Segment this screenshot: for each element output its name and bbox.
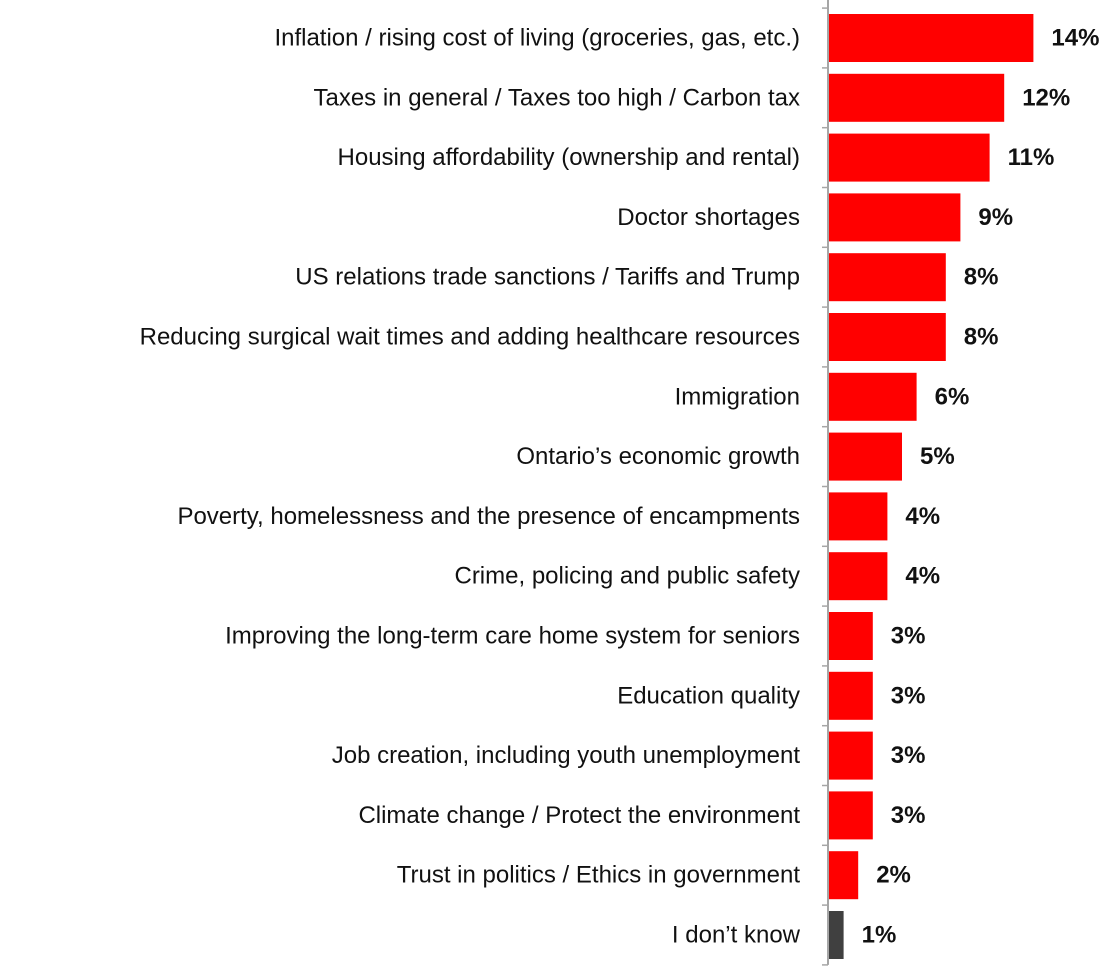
- value-labels: 14% 12% 11% 9% 8% 8% 6% 5% 4% 4% 3% 3% 3% 3% 2% 1%: [862, 25, 1100, 949]
- bar-1: [829, 73, 1005, 122]
- value-label-3: 9%: [978, 204, 1013, 231]
- axis-layer: [822, 0, 829, 966]
- bar-9: [829, 552, 888, 601]
- category-labels: Inflation / rising cost of living (groce…: [140, 25, 801, 949]
- bar-2: [829, 133, 990, 182]
- bar-7: [829, 432, 902, 481]
- category-label-0: Inflation / rising cost of living (groce…: [274, 25, 800, 52]
- category-label-13: Climate change / Protect the environment: [358, 802, 800, 829]
- bars-layer: [829, 14, 1034, 959]
- category-label-9: Crime, policing and public safety: [454, 563, 800, 590]
- category-label-8: Poverty, homelessness and the presence o…: [177, 503, 800, 530]
- value-label-15: 1%: [862, 922, 897, 949]
- value-label-6: 6%: [935, 383, 970, 410]
- value-label-8: 4%: [905, 503, 940, 530]
- bar-5: [829, 313, 946, 361]
- category-label-7: Ontario’s economic growth: [516, 443, 800, 470]
- category-label-12: Job creation, including youth unemployme…: [332, 742, 801, 769]
- category-label-2: Housing affordability (ownership and ren…: [338, 144, 800, 171]
- value-label-14: 2%: [876, 862, 911, 889]
- value-label-13: 3%: [891, 802, 926, 829]
- category-label-4: US relations trade sanctions / Tariffs a…: [295, 264, 800, 291]
- bar-0: [829, 14, 1034, 62]
- value-label-4: 8%: [964, 264, 999, 291]
- bar-11: [829, 671, 873, 720]
- category-label-1: Taxes in general / Taxes too high / Carb…: [313, 84, 800, 111]
- bar-10: [829, 612, 873, 660]
- category-label-15: I don’t know: [672, 922, 801, 949]
- category-label-11: Education quality: [617, 682, 800, 709]
- category-label-6: Immigration: [675, 383, 800, 410]
- value-label-11: 3%: [891, 682, 926, 709]
- category-label-14: Trust in politics / Ethics in government: [397, 862, 801, 889]
- value-label-12: 3%: [891, 742, 926, 769]
- bar-13: [829, 791, 873, 840]
- category-label-5: Reducing surgical wait times and adding …: [140, 324, 800, 351]
- value-label-5: 8%: [964, 324, 999, 351]
- value-label-1: 12%: [1022, 84, 1070, 111]
- value-label-7: 5%: [920, 443, 955, 470]
- value-label-2: 11%: [1008, 144, 1055, 171]
- bar-14: [829, 851, 859, 900]
- bar-6: [829, 372, 917, 421]
- bar-4: [829, 253, 946, 302]
- value-label-0: 14%: [1051, 25, 1099, 52]
- category-label-10: Improving the long-term care home system…: [225, 623, 800, 650]
- bar-12: [829, 731, 873, 780]
- value-label-9: 4%: [905, 563, 940, 590]
- category-label-3: Doctor shortages: [617, 204, 800, 231]
- value-label-10: 3%: [891, 623, 926, 650]
- bar-3: [829, 193, 961, 242]
- bar-8: [829, 492, 888, 541]
- bar-15: [829, 911, 844, 959]
